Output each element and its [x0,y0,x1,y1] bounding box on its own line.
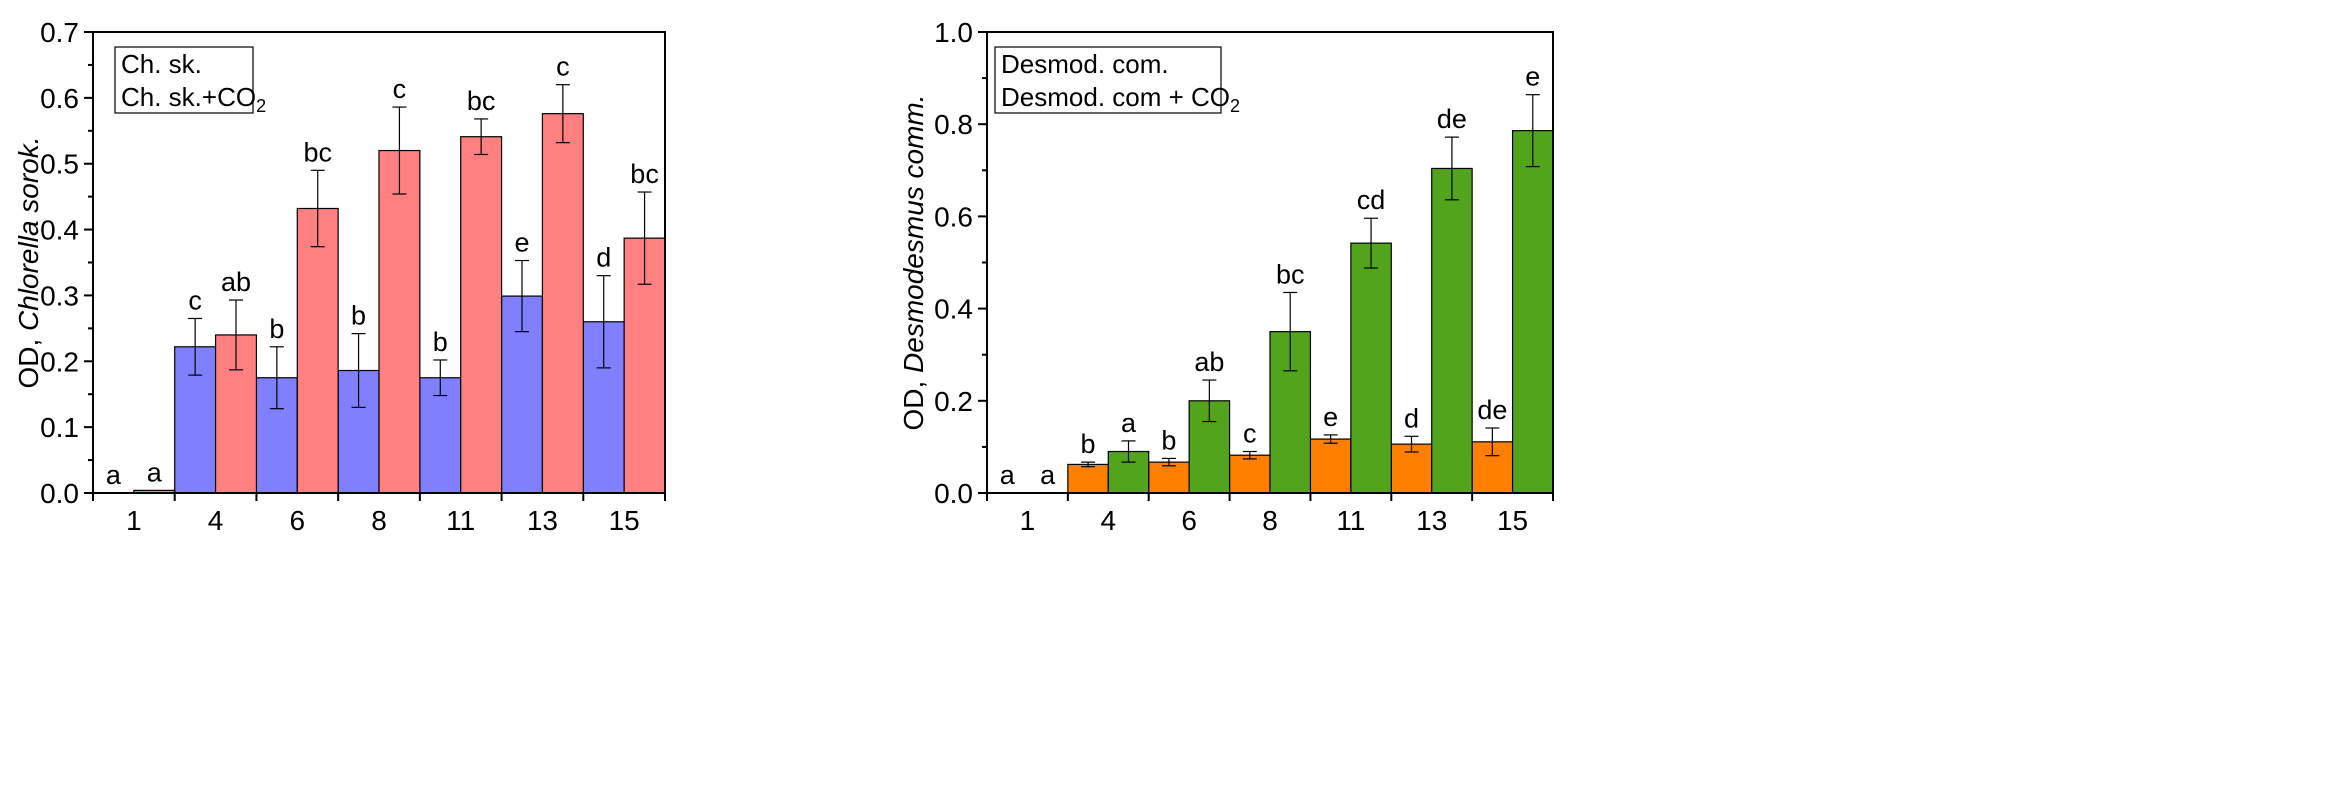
significance-letter: d [1404,403,1419,433]
significance-letter: d [596,243,611,273]
x-tick-label: 11 [446,505,475,536]
x-tick-label: 15 [609,505,640,536]
significance-letter: a [147,457,163,487]
bar-desmod-com- [1228,454,1271,494]
significance-letter: bc [630,159,659,189]
legend-box [114,46,254,114]
significance-letter: bc [303,137,332,167]
significance-letter: de [1437,104,1467,134]
y-axis-label-prefix: OD, [898,373,929,431]
x-tick-label: 1 [126,505,142,536]
y-tick-label: 0.0 [40,478,79,509]
significance-letter: a [1040,460,1056,490]
y-tick-label: 0.4 [40,215,79,246]
y-tick-label: 0.6 [40,83,79,114]
bar-desmod-com-co2 [1511,130,1554,494]
x-tick-label: 6 [1181,505,1197,536]
bar-desmod-com- [1067,463,1109,494]
y-tick-label: 0.1 [40,412,79,443]
y-tick-label: 0.2 [40,346,79,377]
y-tick-label: 0.8 [934,109,973,140]
y-tick-label: 1.0 [934,17,973,48]
x-tick-label: 1 [1020,505,1036,536]
x-tick-label: 13 [1416,505,1447,536]
significance-letter: b [433,327,448,357]
x-tick-label: 4 [1100,505,1116,536]
x-tick-label: 4 [208,505,224,536]
bar-desmod-com- [1309,438,1352,494]
y-axis-label-prefix: OD, [13,331,44,389]
significance-letter: e [514,228,529,258]
x-tick-label: 15 [1497,505,1528,536]
y-tick-label: 0.2 [934,386,973,417]
significance-letter: bc [1276,259,1305,289]
bar-desmod-com-co2 [1431,167,1473,494]
significance-letter: e [1525,62,1540,92]
significance-letter: a [1000,460,1016,490]
x-tick-label: 13 [527,505,558,536]
legend-entry-text: Ch. sk. [121,49,202,79]
significance-letter: b [1081,429,1096,459]
bar-desmod-com-co2 [1350,242,1392,494]
bar-ch-sk-co2 [460,136,503,494]
significance-letter: c [556,52,570,82]
significance-letter: c [393,74,407,104]
legend-entry: Desmod. com. [1001,49,1169,79]
legend-entry-subscript: 2 [256,96,266,116]
significance-letter: cd [1357,185,1386,215]
y-axis-label-species: Desmodesmus comm. [898,94,929,373]
legend-entry-text: Ch. sk.+CO [121,82,256,112]
significance-letter: ab [1194,347,1224,377]
y-tick-label: 0.0 [934,478,973,509]
legend-box [994,46,1222,114]
bar-ch-sk-co2 [378,149,421,494]
significance-letter: a [106,460,122,490]
y-tick-label: 0.6 [934,201,973,232]
legend-entry-text: Desmod. com + CO [1001,82,1230,112]
legend-entry-subscript: 2 [1230,96,1240,116]
bar-ch-sk-co2 [296,207,339,494]
y-axis-label-species: Chlorella sorok. [13,136,44,331]
legend-entry: Ch. sk. [121,49,202,79]
x-tick-label: 8 [371,505,387,536]
chart-chlorella: a c b b b e d a ab bc c bc c bc 0.0 0.1 0.2 0.3 0.4 0.5 0.6 0… [13,17,666,536]
significance-letter: de [1477,395,1507,425]
y-tick-label: 0.7 [40,17,79,48]
significance-letter: c [1243,419,1257,449]
x-tick-label: 6 [289,505,305,536]
legend-entry: Ch. sk.+CO2 [121,82,266,116]
significance-letter: b [269,314,284,344]
bar-ch-sk-co2 [541,113,584,494]
y-axis-label: OD, Chlorella sorok. [13,136,44,388]
y-tick-label: 0.4 [934,294,973,325]
significance-letter: b [351,301,366,331]
legend-entry: Desmod. com + CO2 [1001,82,1240,116]
y-tick-label: 0.5 [40,149,79,180]
significance-letter: ab [221,267,251,297]
significance-letter: c [188,285,202,315]
significance-letter: bc [467,86,496,116]
significance-letter: e [1323,402,1338,432]
legend-entry-text: Desmod. com. [1001,49,1169,79]
bar-desmod-com- [1148,461,1190,494]
significance-letter: a [1121,408,1137,438]
x-tick-label: 11 [1336,505,1365,536]
x-tick-label: 8 [1262,505,1278,536]
significance-letter: b [1161,425,1176,455]
y-axis-label: OD, Desmodesmus comm. [898,94,929,430]
y-tick-label: 0.3 [40,280,79,311]
